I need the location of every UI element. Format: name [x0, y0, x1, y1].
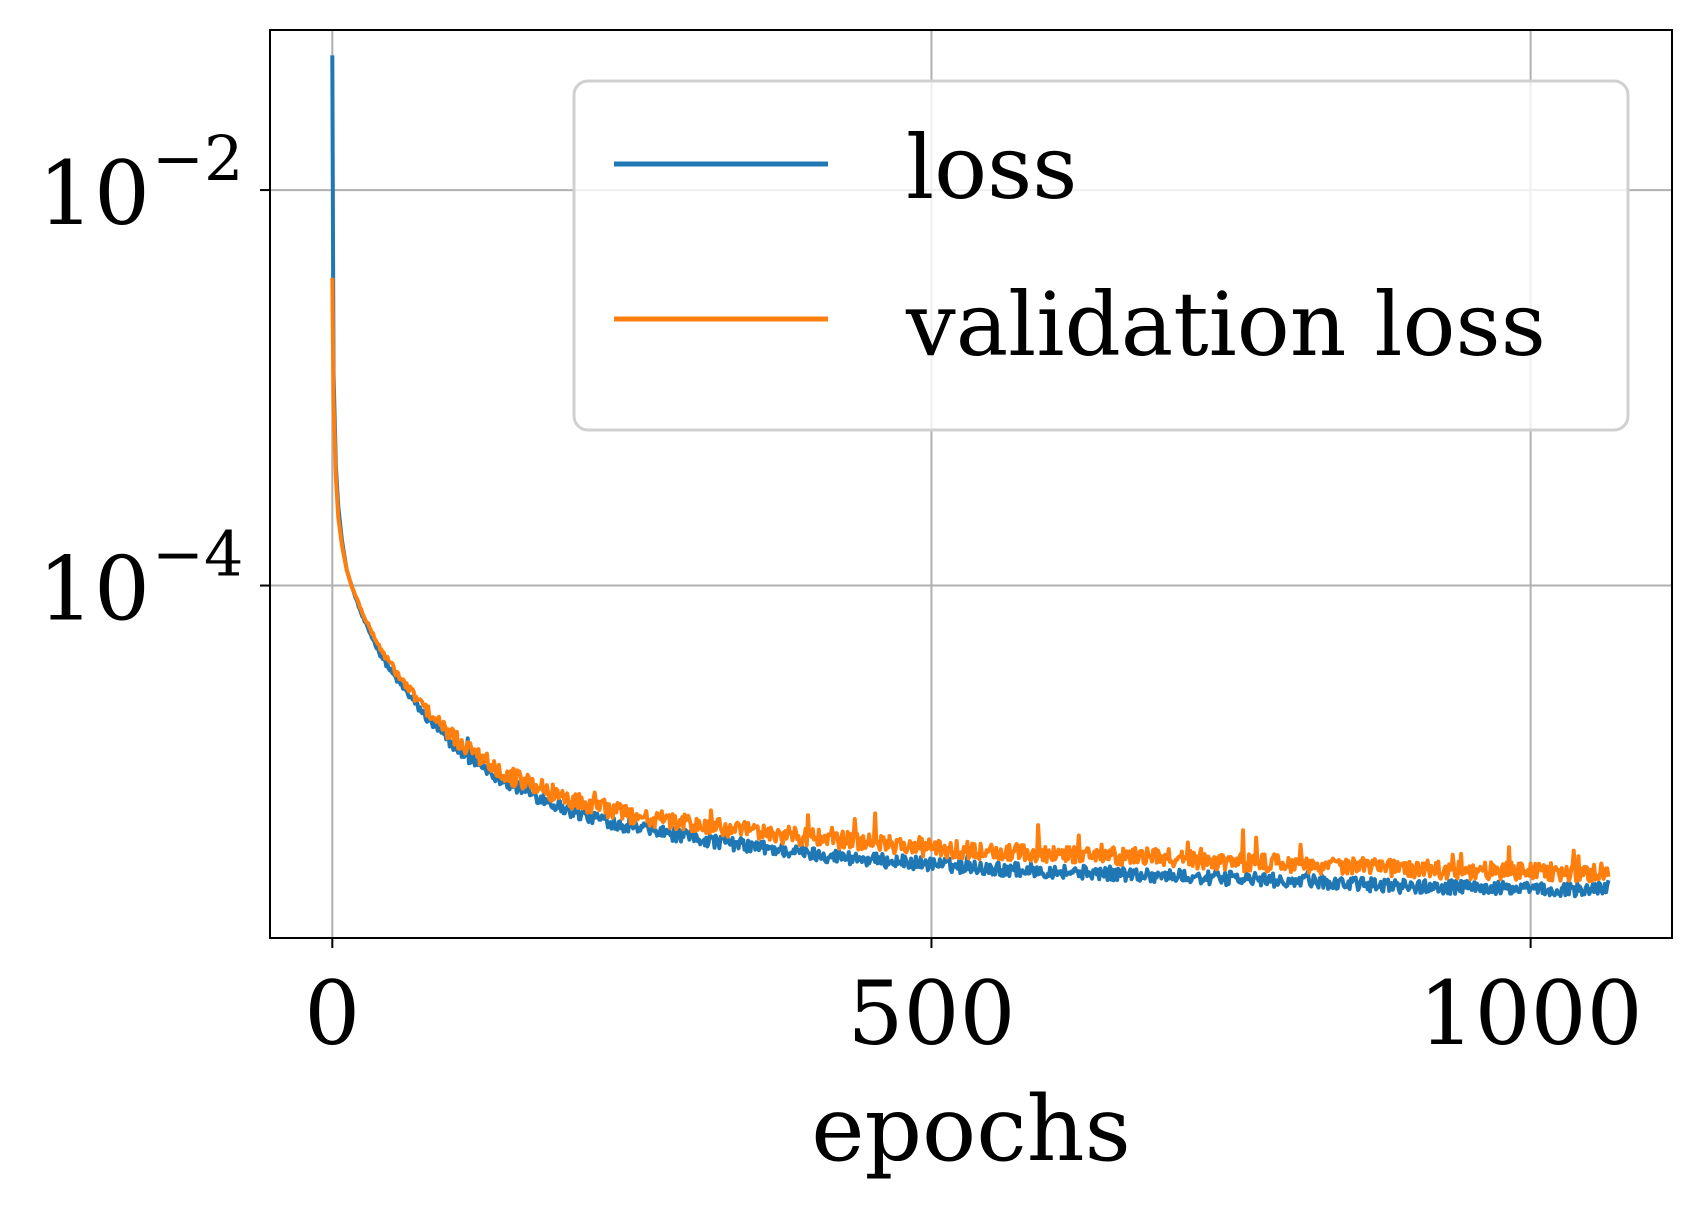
x-tick-label: 1000	[1419, 962, 1643, 1065]
x-tick-label: 500	[847, 962, 1015, 1065]
x-tick-label: 0	[304, 962, 360, 1065]
y-tick-label: 10 −4	[38, 518, 243, 641]
plot-lines	[330, 55, 1611, 899]
legend-label-loss: loss	[906, 116, 1077, 219]
series-line-validation-loss	[330, 277, 1611, 884]
y-tick-base: 10	[38, 538, 150, 641]
y-tick-exponent: −4	[152, 518, 243, 591]
y-tick-label: 10 −2	[38, 122, 243, 245]
legend-box	[572, 79, 1630, 432]
y-tick-base: 10	[38, 142, 150, 245]
plot-frame	[269, 29, 1673, 939]
y-tick-exponent: −2	[152, 122, 243, 195]
series-line-loss	[330, 55, 1611, 899]
x-axis-label: epochs	[811, 1077, 1131, 1182]
legend: loss validation loss	[572, 79, 1630, 432]
legend-label-validation-loss: validation loss	[905, 273, 1546, 376]
